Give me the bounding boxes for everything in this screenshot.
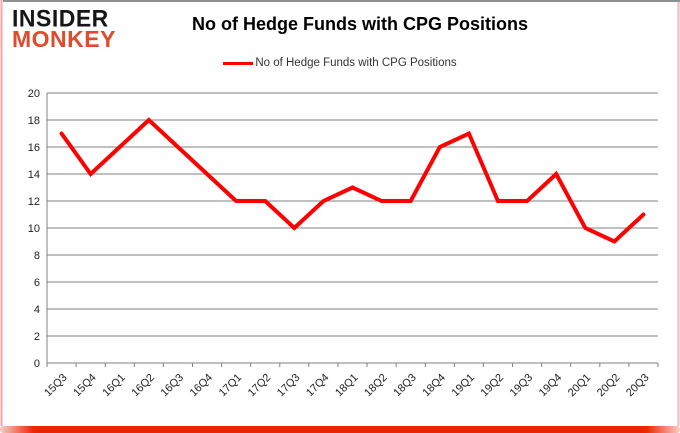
x-tick-label: 20Q3 — [624, 372, 652, 400]
x-tick-label: 17Q1 — [217, 372, 245, 400]
x-tick-label: 16Q4 — [188, 372, 216, 400]
x-tick-label: 17Q3 — [275, 372, 303, 400]
y-tick-label: 10 — [28, 223, 40, 235]
y-tick-label: 20 — [28, 88, 40, 100]
x-tick-label: 16Q2 — [129, 372, 157, 400]
logo-line-monkey: MONKEY — [12, 26, 116, 53]
x-tick-label: 18Q3 — [391, 372, 419, 400]
y-tick-label: 16 — [28, 142, 40, 154]
x-tick-label: 20Q2 — [595, 372, 623, 400]
x-tick-label: 20Q1 — [566, 372, 594, 400]
logo-line-insider: INSIDER — [12, 4, 109, 32]
y-tick-label: 18 — [28, 115, 40, 127]
x-tick-label: 15Q4 — [71, 372, 99, 400]
y-tick-label: 8 — [34, 250, 40, 262]
x-tick-label: 19Q4 — [537, 372, 565, 400]
frame-left-line — [0, 0, 3, 426]
x-tick-label: 19Q2 — [479, 372, 507, 400]
chart-legend: No of Hedge Funds with CPG Positions — [0, 57, 680, 69]
x-tick-label: 17Q2 — [246, 372, 274, 400]
x-tick-label: 17Q4 — [304, 372, 332, 400]
y-tick-label: 12 — [28, 196, 40, 208]
x-tick-label: 18Q2 — [362, 372, 390, 400]
legend-line-swatch-icon — [223, 61, 254, 65]
y-tick-label: 14 — [28, 169, 40, 181]
x-tick-label: 18Q1 — [333, 372, 361, 400]
y-tick-label: 2 — [34, 331, 40, 343]
x-tick-label: 15Q3 — [42, 372, 70, 400]
x-tick-label: 19Q3 — [508, 372, 536, 400]
data-line-hedge-funds — [59, 117, 646, 244]
x-tick-label: 16Q1 — [100, 372, 128, 400]
x-tick-label: 19Q1 — [449, 372, 477, 400]
frame-top-line — [0, 0, 680, 2]
frame-bottom-bar — [0, 426, 680, 433]
y-tick-label: 0 — [34, 358, 40, 370]
legend-label: No of Hedge Funds with CPG Positions — [255, 57, 457, 69]
chart-title: No of Hedge Funds with CPG Positions — [192, 14, 528, 34]
frame-right-line — [677, 2, 680, 426]
x-tick-label: 18Q4 — [420, 372, 448, 400]
insider-monkey-logo: INSIDER MONKEY — [12, 4, 116, 53]
x-tick-label: 16Q3 — [159, 372, 187, 400]
y-tick-label: 6 — [34, 277, 40, 289]
y-tick-label: 4 — [34, 304, 40, 316]
